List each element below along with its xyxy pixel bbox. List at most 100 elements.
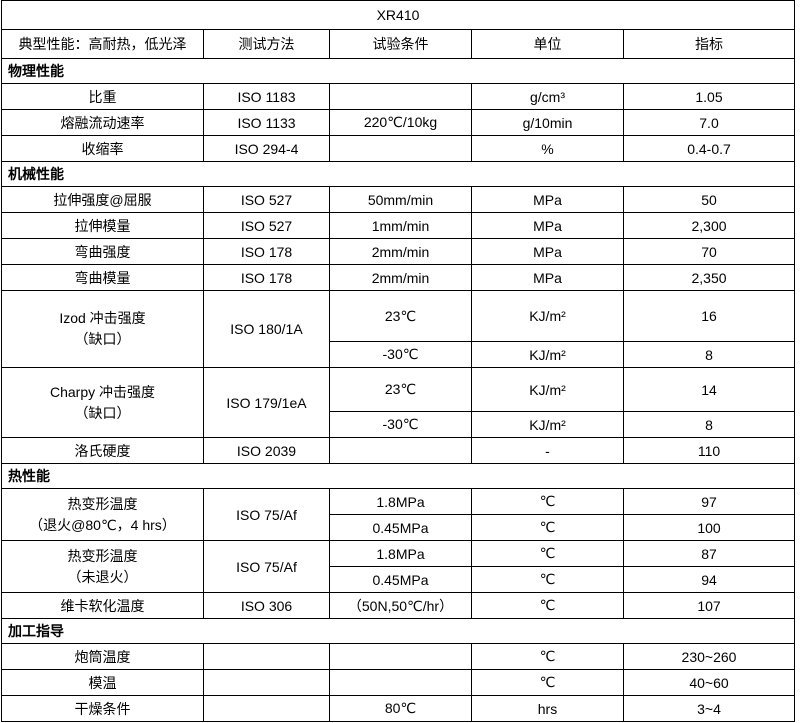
table-row: 弯曲强度 ISO 178 2mm/min MPa 70: [1, 238, 796, 265]
col-header-unit: 单位: [471, 29, 624, 59]
test-condition: [329, 643, 472, 670]
table-row: 比重 ISO 1183 g/cm³ 1.05: [1, 83, 796, 110]
table-row: 热变形温度 （未退火） ISO 75/Af 1.8MPa ℃ 87: [1, 540, 796, 593]
test-method: ISO 179/1eA: [203, 367, 330, 438]
property-label: 洛氏硬度: [1, 437, 204, 464]
unit: MPa: [471, 186, 624, 213]
property-label: 热变形温度 （未退火）: [1, 540, 204, 593]
unit: KJ/m²: [471, 341, 624, 368]
title-row: XR410: [0, 0, 796, 30]
section-row-processing: 加工指导: [0, 618, 796, 644]
test-method: ISO 178: [203, 264, 330, 291]
col-header-condition: 试验条件: [329, 29, 472, 59]
value: 107: [622, 592, 796, 619]
value: 2,350: [622, 264, 796, 291]
property-label: 干燥条件: [1, 695, 204, 722]
test-method: [203, 695, 330, 722]
col-header-value: 指标: [622, 29, 796, 59]
table-row: 模温 ℃ 40~60: [1, 669, 796, 696]
test-condition: -30℃: [329, 341, 472, 368]
value: 230~260: [622, 643, 796, 670]
test-method: ISO 75/Af: [203, 488, 330, 541]
unit: KJ/m²: [471, 290, 624, 342]
table-row: 0.45MPa ℃ 94: [2, 566, 796, 593]
value: 8: [622, 411, 796, 438]
test-method: ISO 178: [203, 238, 330, 265]
property-label-line2: （缺口）: [74, 404, 131, 421]
table-row: 收缩率 ISO 294-4 % 0.4-0.7: [1, 135, 796, 162]
value: 97: [622, 488, 796, 515]
table-row: 熔融流动速率 ISO 1133 220℃/10kg g/10min 7.0: [1, 109, 796, 136]
section-title: 热性能: [0, 463, 796, 489]
property-label-line1: 热变形温度: [67, 547, 138, 564]
unit: ℃: [471, 669, 624, 696]
table-row: 炮筒温度 ℃ 230~260: [1, 643, 796, 670]
value: 7.0: [622, 109, 796, 136]
test-condition: 1.8MPa: [329, 488, 472, 515]
test-condition: [329, 437, 472, 464]
test-condition: [329, 83, 472, 110]
value: 40~60: [622, 669, 796, 696]
section-row-physical: 物理性能: [0, 58, 796, 84]
table-row: 干燥条件 80℃ hrs 3~4: [1, 695, 796, 722]
test-method: ISO 294-4: [203, 135, 330, 162]
value: 1.05: [622, 83, 796, 110]
test-condition: 2mm/min: [329, 238, 472, 265]
property-label-line1: Izod 冲击强度: [59, 310, 146, 326]
property-label-line1: 热变形温度: [67, 495, 138, 512]
table-row: 0.45MPa ℃ 100: [2, 514, 796, 541]
unit: g/cm³: [471, 83, 624, 110]
property-label: 比重: [1, 83, 204, 110]
test-condition: 0.45MPa: [329, 566, 472, 593]
value: 110: [622, 437, 796, 464]
unit: KJ/m²: [471, 367, 624, 412]
test-method: ISO 1133: [203, 109, 330, 136]
property-label: 拉伸模量: [1, 212, 204, 239]
unit: MPa: [471, 264, 624, 291]
test-condition: 2mm/min: [329, 264, 472, 291]
unit: MPa: [471, 212, 624, 239]
test-method: [203, 643, 330, 670]
property-label: 维卡软化温度: [1, 592, 204, 619]
value: 94: [622, 566, 796, 593]
test-method: ISO 306: [203, 592, 330, 619]
col-header-property: 典型性能：高耐热，低光泽: [1, 29, 204, 59]
unit: g/10min: [471, 109, 624, 136]
test-method: ISO 2039: [203, 437, 330, 464]
test-method: ISO 1183: [203, 83, 330, 110]
unit: MPa: [471, 238, 624, 265]
test-method: ISO 180/1A: [203, 290, 330, 368]
value: 70: [622, 238, 796, 265]
value: 0.4-0.7: [622, 135, 796, 162]
property-label: 弯曲模量: [1, 264, 204, 291]
test-condition: [329, 135, 472, 162]
col-header-method: 测试方法: [203, 29, 330, 59]
property-label: Charpy 冲击强度 （缺口）: [1, 367, 204, 438]
header-row: 典型性能：高耐热，低光泽 测试方法 试验条件 单位 指标: [1, 29, 796, 59]
section-title: 机械性能: [0, 161, 796, 187]
property-label: 炮筒温度: [1, 643, 204, 670]
property-label-line2: （缺口）: [74, 331, 131, 347]
test-condition: 220℃/10kg: [329, 109, 472, 136]
unit: ℃: [471, 592, 624, 619]
property-label: 弯曲强度: [1, 238, 204, 265]
unit: ℃: [471, 540, 624, 567]
test-condition: 1mm/min: [329, 212, 472, 239]
unit: ℃: [471, 566, 624, 593]
unit: ℃: [471, 643, 624, 670]
property-label-line1: Charpy 冲击强度: [49, 383, 156, 400]
property-label: 熔融流动速率: [1, 109, 204, 136]
value: 87: [622, 540, 796, 567]
property-label: 拉伸强度@屈服: [1, 186, 204, 213]
property-label-line2: （未退火）: [67, 568, 138, 585]
table-row: 热变形温度 （退火@80℃，4 hrs） ISO 75/Af 1.8MPa ℃ …: [1, 488, 796, 541]
test-condition: [329, 669, 472, 696]
test-condition: 23℃: [329, 290, 472, 342]
test-method: ISO 527: [203, 212, 330, 239]
table-row: -30℃ KJ/m² 8: [2, 341, 796, 368]
table-row: 维卡软化温度 ISO 306 （50N,50℃/hr） ℃ 107: [1, 592, 796, 619]
test-condition: 80℃: [329, 695, 472, 722]
section-row-mechanical: 机械性能: [0, 161, 796, 187]
unit: -: [471, 437, 624, 464]
